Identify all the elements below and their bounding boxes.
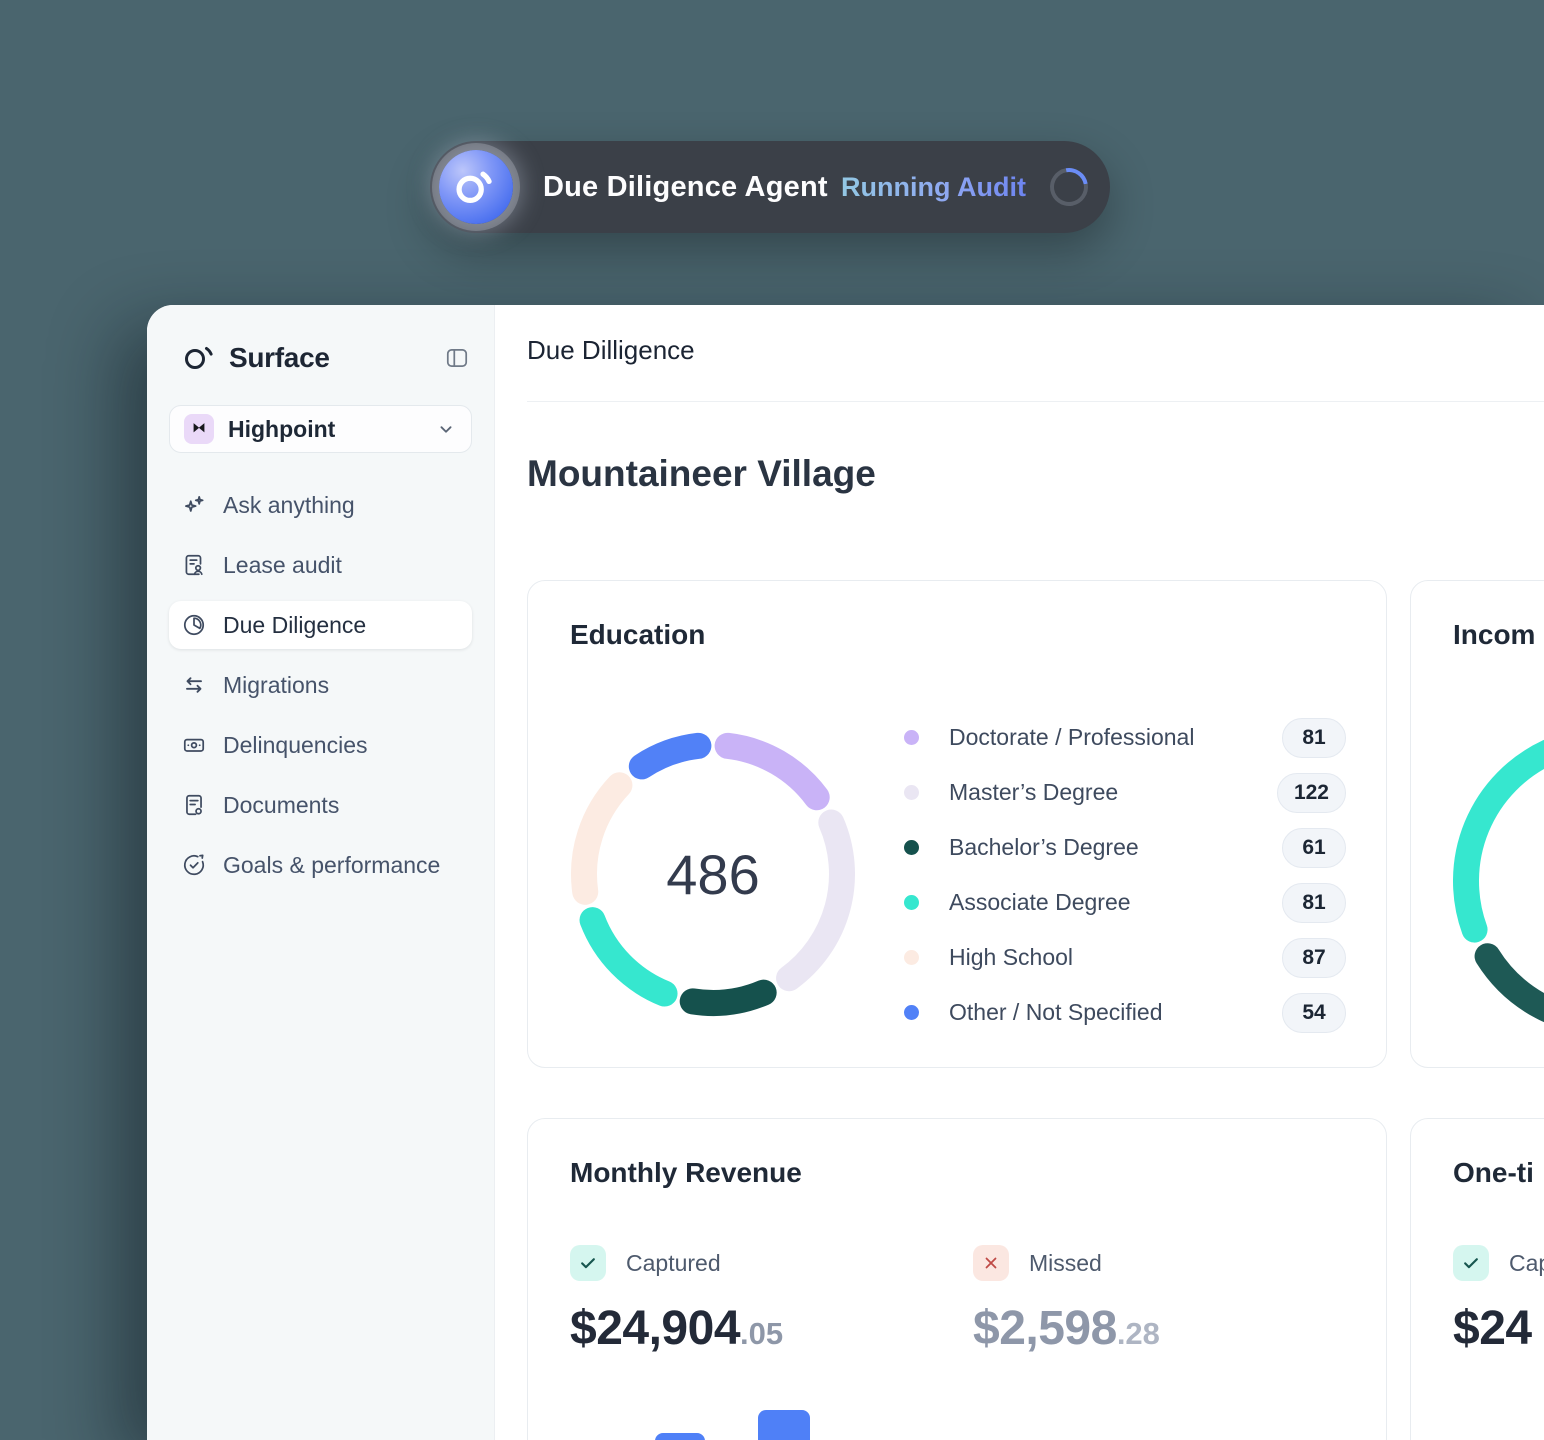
monthly-revenue-card: Monthly Revenue Captured $24,904.05 Miss… (527, 1118, 1387, 1440)
x-icon (973, 1245, 1009, 1281)
check-icon (1453, 1245, 1489, 1281)
due-diligence-icon (181, 612, 207, 638)
legend-item: High School 87 (904, 937, 1346, 978)
education-donut-chart (571, 732, 855, 1016)
legend-dot (904, 1005, 919, 1020)
sidebar-item-delinquencies[interactable]: Delinquencies (169, 721, 472, 769)
header-divider (527, 401, 1544, 402)
revenue-bar (655, 1433, 705, 1440)
legend-dot (904, 785, 919, 800)
legend-item: Master’s Degree 122 (904, 772, 1346, 813)
legend-dot (904, 730, 919, 745)
legend-item: Other / Not Specified 54 (904, 992, 1346, 1033)
legend-item: Doctorate / Professional 81 (904, 717, 1346, 758)
captured-label: Captured (626, 1249, 721, 1276)
revenue-bar (758, 1410, 810, 1440)
surface-logo-icon (183, 342, 219, 374)
app-window: Surface Highpoint (147, 305, 1544, 1440)
agent-orb-icon (439, 150, 513, 224)
one-time-card-title: One-ti (1453, 1157, 1534, 1188)
sidebar-item-due-diligence[interactable]: Due Diligence (169, 601, 472, 649)
sparkles-icon (181, 492, 207, 518)
legend-value-badge: 87 (1282, 937, 1346, 978)
legend-item: Bachelor’s Degree 61 (904, 827, 1346, 868)
missed-value: $2,598.28 (973, 1302, 1160, 1355)
legend-value-badge: 61 (1282, 827, 1346, 868)
legend-label: Doctorate / Professional (949, 724, 1195, 750)
page-title: Due Dilligence (527, 335, 695, 365)
documents-icon (181, 792, 207, 818)
highpoint-logo (184, 414, 214, 444)
sidebar-item-label: Delinquencies (223, 731, 368, 758)
legend-value-badge: 81 (1282, 717, 1346, 758)
legend-label: Master’s Degree (949, 779, 1119, 805)
workspace-selector[interactable]: Highpoint (169, 405, 472, 453)
monthly-revenue-card-title: Monthly Revenue (570, 1157, 802, 1188)
sidebar-item-migrations[interactable]: Migrations (169, 661, 472, 709)
monthly-revenue-bar-chart (528, 1119, 1386, 1440)
sidebar-item-label: Documents (223, 791, 340, 818)
education-card-title: Education (570, 619, 706, 650)
sidebar-item-label: Goals & performance (223, 851, 441, 878)
sidebar-item-ask-anything[interactable]: Ask anything (169, 481, 472, 529)
lease-audit-icon (181, 552, 207, 578)
captured-value: $24,904.05 (570, 1302, 784, 1355)
sidebar-item-label: Migrations (223, 671, 330, 698)
workspace-name: Highpoint (228, 415, 336, 442)
legend-dot (904, 895, 919, 910)
one-time-captured-label: Cap (1509, 1249, 1544, 1276)
sidebar-item-documents[interactable]: Documents (169, 781, 472, 829)
sidebar: Surface Highpoint (147, 305, 495, 1440)
one-time-captured-stat: Cap (1453, 1245, 1544, 1281)
property-title: Mountaineer Village (527, 453, 876, 494)
agent-pill-title: Due Diligence Agent (543, 170, 828, 203)
legend-label: High School (949, 944, 1074, 970)
income-card: Incom (1410, 580, 1544, 1068)
chevron-down-icon (435, 418, 457, 440)
missed-stat: Missed (973, 1245, 1102, 1281)
sidebar-item-label: Ask anything (223, 491, 355, 518)
legend-label: Other / Not Specified (949, 999, 1163, 1025)
delinquencies-icon (181, 732, 207, 758)
one-time-card: One-ti Cap $24 (1410, 1118, 1544, 1440)
sidebar-item-lease-audit[interactable]: Lease audit (169, 541, 472, 589)
education-card: Education 486 Doctorate / Professional 8… (527, 580, 1387, 1068)
migrations-icon (181, 672, 207, 698)
one-time-value: $24 (1453, 1302, 1532, 1355)
legend-value-badge: 81 (1282, 882, 1346, 923)
missed-label: Missed (1029, 1249, 1102, 1276)
legend-item: Associate Degree 81 (904, 882, 1346, 923)
income-card-title: Incom (1453, 619, 1536, 650)
sidebar-collapse-icon[interactable] (444, 345, 470, 371)
app-logo-row: Surface (183, 338, 470, 378)
sidebar-item-goals-performance[interactable]: Goals & performance (169, 841, 472, 889)
legend-value-badge: 122 (1276, 772, 1346, 813)
check-icon (570, 1245, 606, 1281)
legend-dot (904, 950, 919, 965)
income-donut-chart (1453, 740, 1544, 1023)
education-legend: Doctorate / Professional 81 Master’s Deg… (904, 717, 1346, 1048)
legend-value-badge: 54 (1282, 992, 1346, 1033)
sidebar-nav: Ask anything Lease audit (169, 481, 472, 901)
agent-pill-status: Running Audit (841, 171, 1026, 202)
goals-icon (181, 852, 207, 878)
app-name: Surface (229, 342, 330, 373)
sidebar-item-label: Due Diligence (223, 611, 367, 638)
legend-label: Bachelor’s Degree (949, 834, 1139, 860)
legend-dot (904, 840, 919, 855)
main-content: Due Dilligence Mountaineer Village Educa… (495, 305, 1544, 1440)
captured-stat: Captured (570, 1245, 721, 1281)
sidebar-item-label: Lease audit (223, 551, 342, 578)
legend-label: Associate Degree (949, 889, 1131, 915)
agent-status-pill[interactable]: Due Diligence Agent Running Audit (430, 141, 1110, 233)
loading-spinner-icon (1042, 160, 1096, 214)
